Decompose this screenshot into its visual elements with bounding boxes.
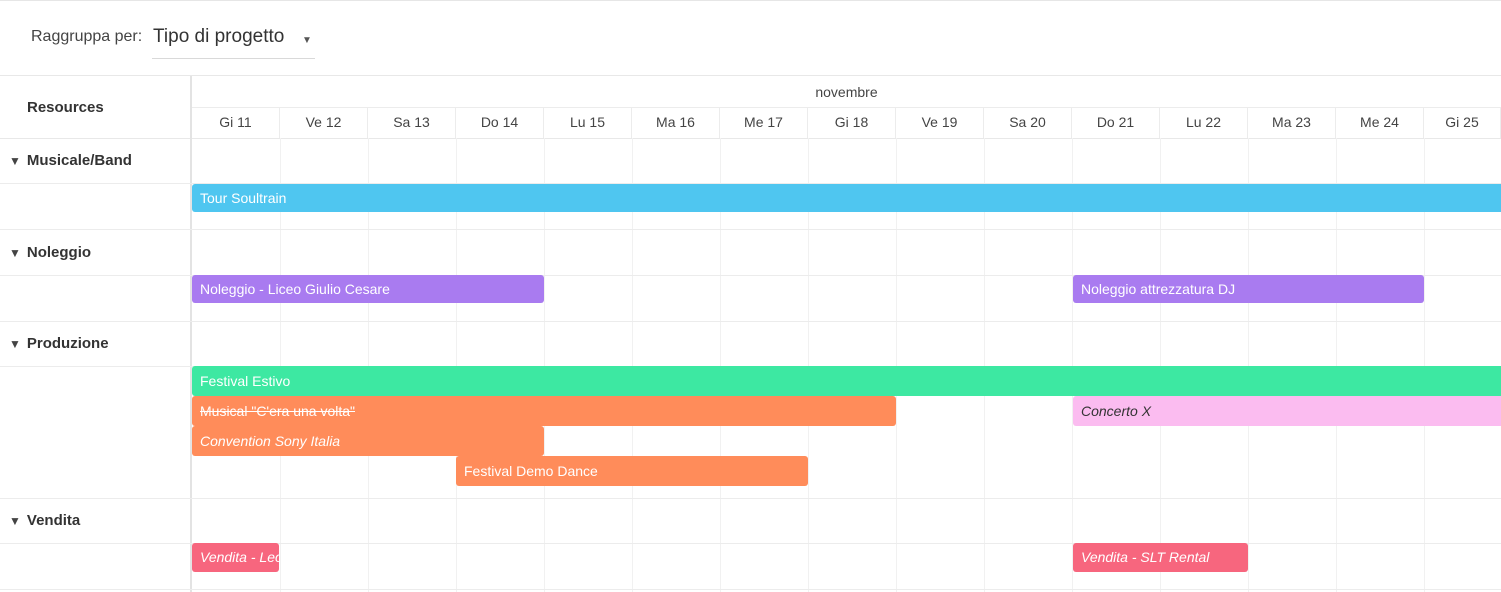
group-name: Produzione [26,335,109,352]
day-header-cell: Ma 16 [632,108,720,138]
grid-line [984,138,985,592]
group-by-label: Raggruppa per: [31,28,143,45]
group-row-noleggio[interactable]: ▼ Noleggio [0,230,1501,276]
grid-line [456,138,457,592]
day-header-cell: Lu 22 [1160,108,1248,138]
group-title[interactable]: ▼ Vendita [9,512,80,529]
grid-line [1248,138,1249,592]
group-by-value: Tipo di progetto [153,26,285,47]
grid-line [896,138,897,592]
day-header-cell: Lu 15 [544,108,632,138]
top-border [0,0,1501,1]
day-header-cell: Sa 13 [368,108,456,138]
event-concerto-x[interactable]: Concerto X [1073,396,1501,426]
event-musical[interactable]: Musical "C'era una volta" [192,396,896,426]
group-row-musicale-band[interactable]: ▼ Musicale/Band [0,138,1501,184]
day-header-cell: Sa 20 [984,108,1072,138]
day-header-cell: Gi 11 [192,108,280,138]
grid-line [632,138,633,592]
column-splitter[interactable] [190,76,192,592]
event-festival-demo-dance[interactable]: Festival Demo Dance [456,456,808,486]
collapse-triangle-icon: ▼ [9,154,21,168]
event-convention-sony[interactable]: Convention Sony Italia [192,426,544,456]
day-header-cell: Ve 19 [896,108,984,138]
event-noleggio-dj[interactable]: Noleggio attrezzatura DJ [1073,275,1424,303]
resource-row [0,184,1501,230]
day-header-cell: Gi 18 [808,108,896,138]
day-header-cell: Ma 23 [1248,108,1336,138]
collapse-triangle-icon: ▼ [9,246,21,260]
resources-label: Resources [27,99,104,116]
day-header: Gi 11 Ve 12 Sa 13 Do 14 Lu 15 Ma 16 Me 1… [192,108,1501,139]
resource-cell [0,367,190,498]
group-row-produzione[interactable]: ▼ Produzione [0,321,1501,367]
group-row-vendita[interactable]: ▼ Vendita [0,498,1501,544]
scheduler-grid: Resources novembre Gi 11 Ve 12 Sa 13 Do … [0,75,1501,592]
group-by-select[interactable]: Tipo di progetto ▼ [152,22,315,59]
grid-line [1072,138,1073,592]
day-header-cell: Me 24 [1336,108,1424,138]
grid-line [1336,138,1337,592]
event-festival-estivo[interactable]: Festival Estivo [192,366,1501,396]
day-header-cell: Do 14 [456,108,544,138]
resource-row [0,367,1501,499]
grid-line [808,138,809,592]
day-header-cell: Me 17 [720,108,808,138]
grid-line [720,138,721,592]
event-vendita-slt[interactable]: Vendita - SLT Rental [1073,543,1248,572]
grid-line [1424,138,1425,592]
resource-cell [0,184,190,229]
event-noleggio-liceo[interactable]: Noleggio - Liceo Giulio Cesare [192,275,544,303]
grid-line [368,138,369,592]
resource-row [0,544,1501,590]
group-title[interactable]: ▼ Produzione [9,335,109,352]
group-title[interactable]: ▼ Noleggio [9,244,91,261]
day-header-cell: Gi 25 [1424,108,1501,138]
resource-cell [0,276,190,321]
month-header: novembre [192,76,1501,108]
grid-line [1160,138,1161,592]
resource-row [0,276,1501,322]
caret-down-icon: ▼ [302,35,312,46]
group-name: Noleggio [26,244,92,261]
toolbar: Raggruppa per: Tipo di progetto ▼ [0,0,1501,75]
day-grid-lines [192,138,1501,592]
group-name: Vendita [26,512,81,529]
group-title[interactable]: ▼ Musicale/Band [9,152,132,169]
resource-cell [0,544,190,589]
grid-line [280,138,281,592]
group-name: Musicale/Band [26,152,132,169]
event-tour-soultrain[interactable]: Tour Soultrain [192,184,1501,212]
resources-header: Resources [0,76,190,139]
collapse-triangle-icon: ▼ [9,514,21,528]
day-header-cell: Ve 12 [280,108,368,138]
month-label: novembre [815,84,878,100]
event-vendita-leo[interactable]: Vendita - Leo [192,543,279,572]
grid-line [544,138,545,592]
day-header-cell: Do 21 [1072,108,1160,138]
collapse-triangle-icon: ▼ [9,337,21,351]
